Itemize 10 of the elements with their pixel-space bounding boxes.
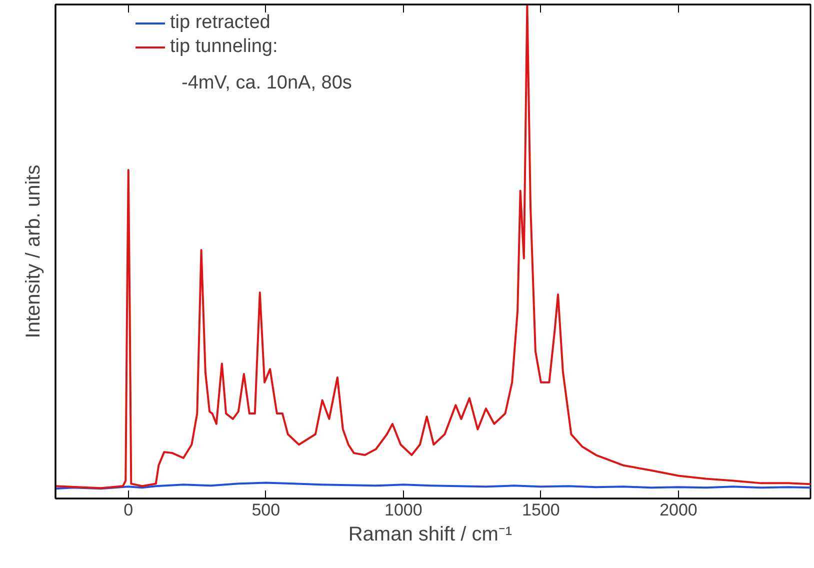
legend-label: tip tunneling: xyxy=(170,36,278,58)
y-axis-title: Intensity / arb. units xyxy=(22,164,44,338)
x-tick-label: 0 xyxy=(124,500,134,520)
x-tick-label: 500 xyxy=(252,500,280,520)
x-tick-label: 2000 xyxy=(660,500,698,520)
x-axis-title: Raman shift / cm⁻¹ xyxy=(348,524,512,546)
legend-label: tip retracted xyxy=(170,12,270,34)
x-tick-label: 1000 xyxy=(384,500,422,520)
x-tick-label: 1500 xyxy=(522,500,560,520)
annotation: -4mV, ca. 10nA, 80s xyxy=(182,72,352,94)
